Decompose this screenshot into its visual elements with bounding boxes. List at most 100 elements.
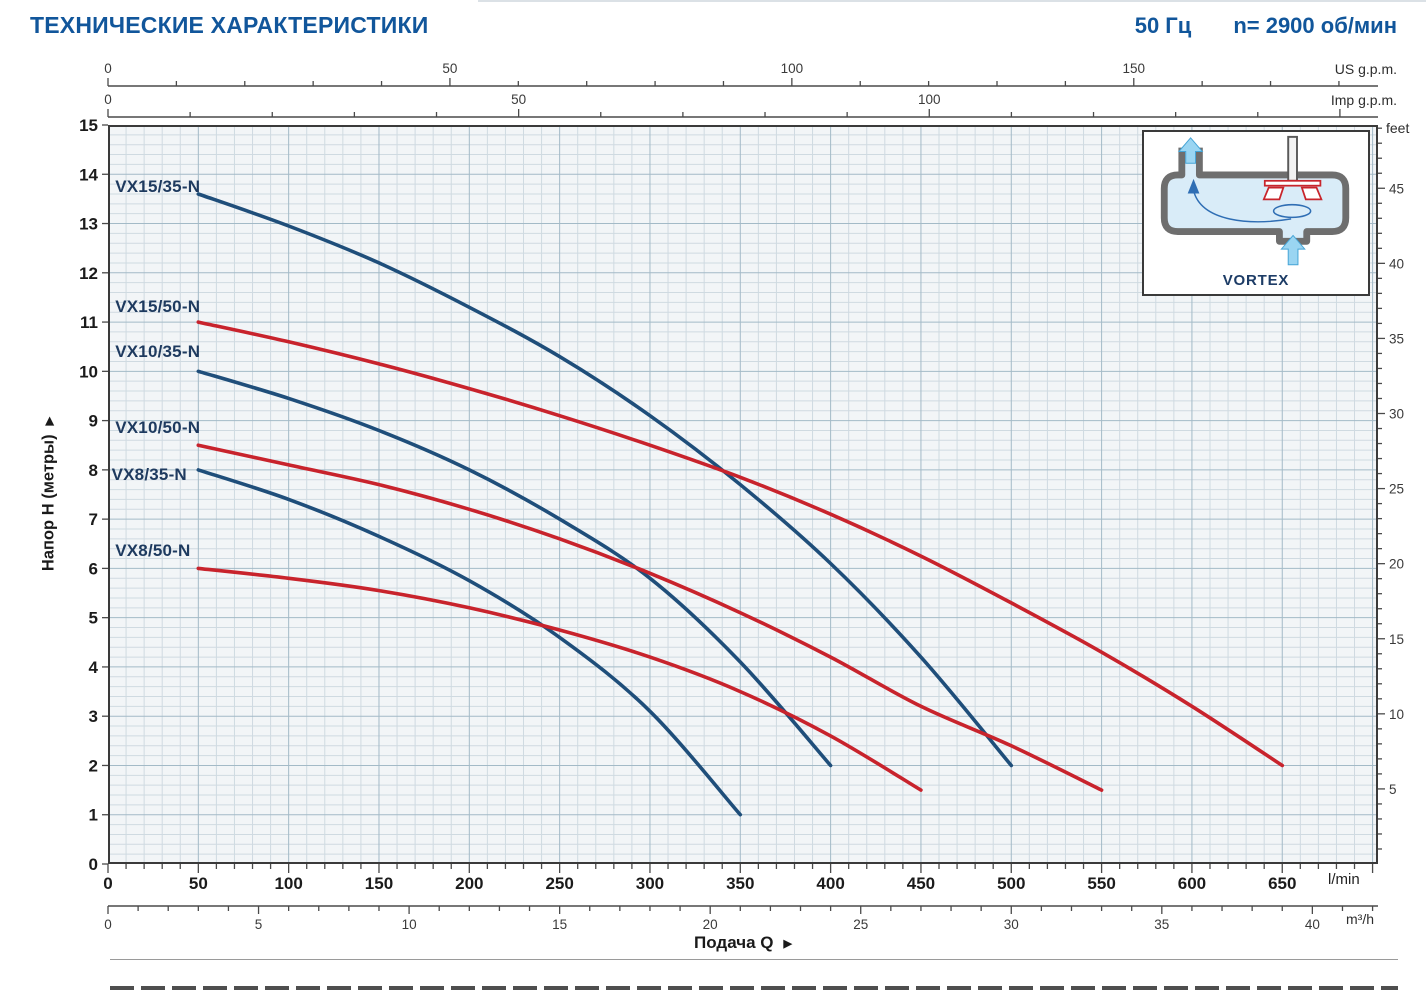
vortex-swirl [1272, 203, 1312, 219]
svg-text:12: 12 [79, 264, 98, 283]
us-gpm-axis: 0 50 100 150 [104, 61, 1378, 87]
svg-text:2: 2 [89, 756, 98, 775]
impeller-hub [1263, 179, 1322, 187]
svg-text:300: 300 [636, 874, 664, 893]
grid-major-layer [108, 125, 1378, 864]
svg-text:20: 20 [703, 917, 718, 932]
svg-text:500: 500 [997, 874, 1025, 893]
feet-axis: 5 10 15 20 25 30 35 40 45 [1378, 127, 1404, 850]
svg-text:25: 25 [1389, 482, 1404, 497]
vortex-pump-diagram [1160, 135, 1350, 266]
svg-text:400: 400 [816, 874, 844, 893]
svg-text:3: 3 [89, 707, 98, 726]
frequency-label: 50 Гц [1134, 13, 1192, 38]
head-axis-arrow-icon: ▶ [43, 416, 56, 426]
svg-text:0: 0 [104, 917, 112, 932]
flow-curve [1192, 190, 1292, 223]
outlet-arrow-icon [1177, 137, 1204, 164]
svg-text:7: 7 [89, 510, 98, 529]
svg-text:15: 15 [79, 116, 98, 135]
svg-text:5: 5 [89, 609, 98, 628]
svg-text:25: 25 [853, 917, 868, 932]
svg-text:15: 15 [552, 917, 567, 932]
svg-text:30: 30 [1389, 407, 1404, 422]
svg-text:11: 11 [80, 313, 98, 332]
svg-text:50: 50 [511, 92, 526, 107]
svg-text:0: 0 [89, 855, 98, 874]
operating-conditions: 50 Гц n= 2900 об/мин [1135, 13, 1397, 39]
svg-text:10: 10 [79, 362, 98, 381]
flow-axis-label: Подача Q ▶ [694, 933, 792, 952]
head-axis-label: Напор H (метры) ▶ [39, 416, 58, 572]
svg-text:550: 550 [1087, 874, 1115, 893]
lmin-axis: 0 50 100 150 200 250 300 350 400 450 500 550 600 650 [103, 864, 1374, 893]
speed-label: n= 2900 об/мин [1233, 13, 1397, 38]
svg-text:450: 450 [907, 874, 935, 893]
us-gpm-unit-label: US g.p.m. [1334, 61, 1397, 77]
svg-text:150: 150 [365, 874, 393, 893]
svg-text:10: 10 [1389, 707, 1404, 722]
svg-text:350: 350 [726, 874, 754, 893]
svg-text:600: 600 [1178, 874, 1206, 893]
vortex-label: VORTEX [1222, 272, 1290, 289]
svg-text:45: 45 [1389, 181, 1404, 196]
svg-text:10: 10 [402, 917, 417, 932]
curve-vx15-50-n [196, 320, 1285, 768]
svg-text:15: 15 [1389, 632, 1404, 647]
curve-label-vx8-50-n: VX8/50-N [115, 541, 191, 561]
flow-curve-arrow-icon [1187, 178, 1200, 194]
page-title: ТЕХНИЧЕСКИЕ ХАРАКТЕРИСТИКИ [30, 12, 429, 38]
svg-text:250: 250 [545, 874, 573, 893]
lmin-unit-label: l/min [1328, 871, 1360, 888]
svg-text:1: 1 [89, 806, 98, 825]
curve-vx15-35-n [196, 192, 1014, 768]
curve-label-vx8-35-n: VX8/35-N [111, 464, 187, 484]
curve-label-vx15-35-n: VX15/35-N [115, 176, 201, 196]
imp-gpm-axis: 0 50 100 [104, 92, 1378, 118]
curves-layer [196, 192, 1285, 817]
curve-label-vx10-35-n: VX10/35-N [115, 341, 201, 361]
m3h-axis: 0 5 10 15 20 25 30 35 40 [104, 905, 1378, 932]
m3h-unit-label: m³/h [1346, 911, 1374, 927]
svg-text:5: 5 [255, 917, 263, 932]
inlet-arrow-icon [1280, 234, 1306, 266]
svg-text:13: 13 [79, 215, 98, 234]
table-edge-line [110, 986, 1398, 990]
curve-label-vx15-50-n: VX15/50-N [115, 297, 201, 317]
svg-text:35: 35 [1154, 917, 1169, 932]
svg-text:14: 14 [79, 165, 98, 184]
svg-text:9: 9 [89, 412, 98, 431]
feet-unit-label: feet [1386, 120, 1410, 136]
flow-axis-arrow-icon: ▶ [783, 937, 792, 950]
impeller-blade-left [1262, 186, 1285, 201]
svg-text:8: 8 [89, 461, 98, 480]
curve-vx8-35-n [196, 468, 743, 817]
svg-text:30: 30 [1004, 917, 1019, 932]
svg-text:6: 6 [89, 559, 98, 578]
curve-vx10-35-n [196, 369, 833, 768]
grid-minor-layer [108, 125, 1378, 864]
svg-text:0: 0 [104, 92, 112, 107]
svg-text:100: 100 [274, 874, 302, 893]
plot-border [108, 125, 1378, 864]
svg-text:20: 20 [1389, 557, 1404, 572]
svg-text:50: 50 [442, 61, 457, 76]
svg-text:50: 50 [189, 874, 208, 893]
svg-text:200: 200 [455, 874, 483, 893]
svg-text:5: 5 [1389, 782, 1397, 797]
imp-gpm-unit-label: Imp g.p.m. [1330, 92, 1397, 108]
pump-shaft [1287, 135, 1298, 182]
svg-text:0: 0 [104, 61, 112, 76]
svg-text:150: 150 [1123, 61, 1146, 76]
curve-vx10-50-n [196, 443, 1104, 792]
impeller-blade-right [1300, 186, 1323, 201]
svg-text:100: 100 [781, 61, 804, 76]
top-crop-line [478, 0, 1426, 2]
svg-text:40: 40 [1389, 256, 1404, 271]
svg-text:4: 4 [89, 658, 99, 677]
vortex-inset: VORTEX [1142, 130, 1370, 296]
svg-text:0: 0 [103, 874, 112, 893]
curve-label-vx10-50-n: VX10/50-N [115, 417, 201, 437]
